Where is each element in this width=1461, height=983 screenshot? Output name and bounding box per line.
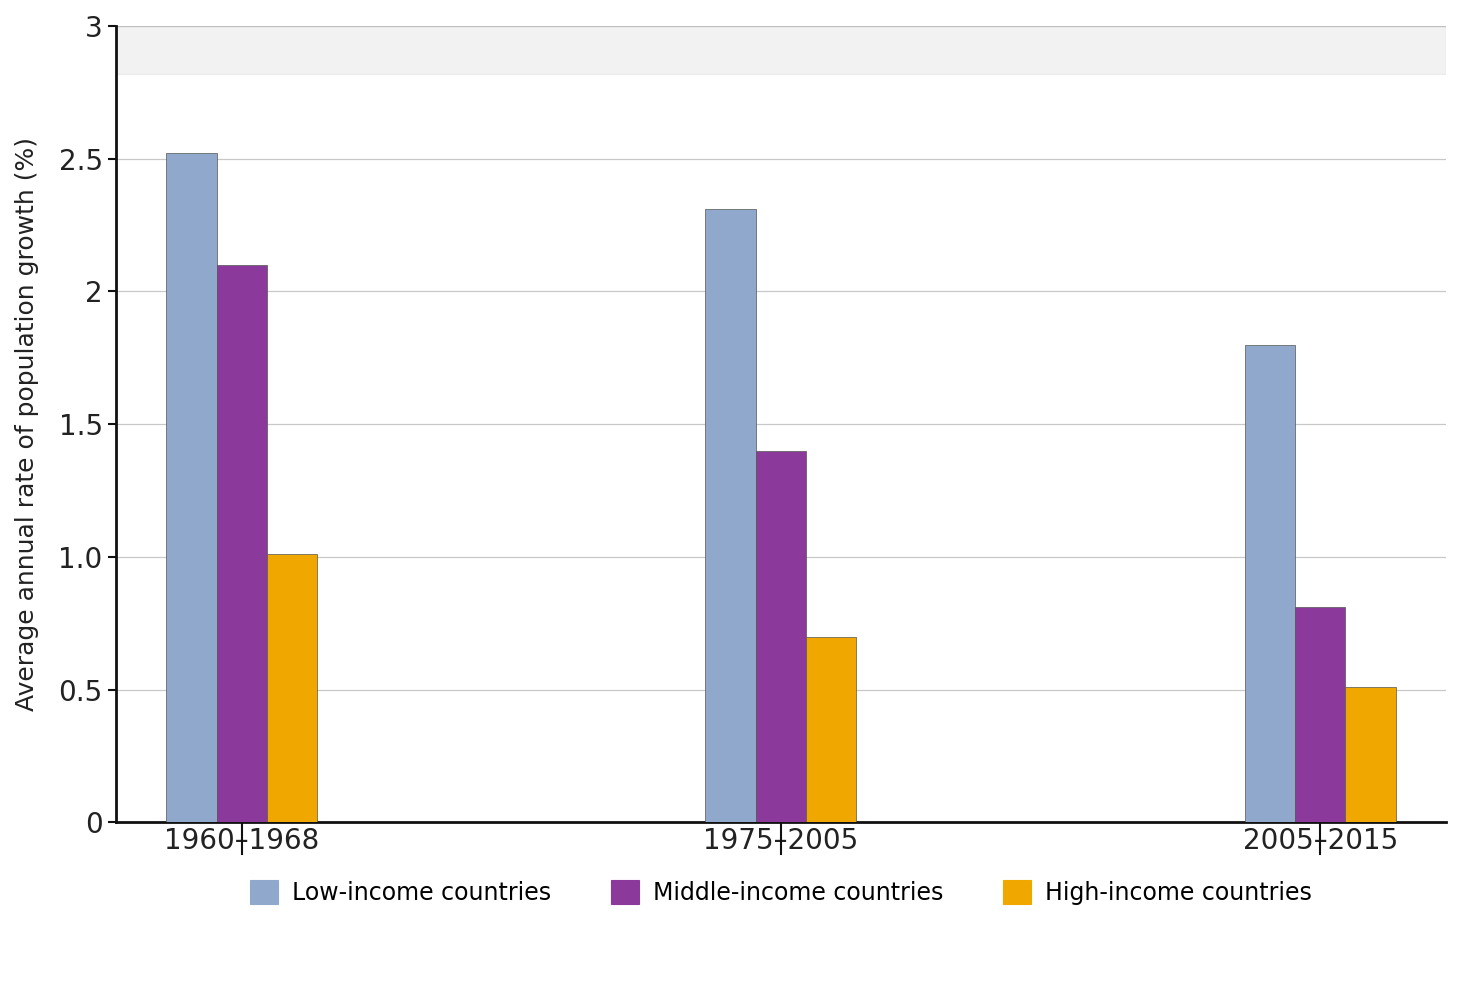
Bar (755, 451, 806, 823)
Y-axis label: Average annual rate of population growth (%): Average annual rate of population growth… (15, 138, 39, 712)
Bar (806, 637, 856, 823)
Bar (1294, 607, 1346, 823)
Bar (706, 209, 755, 823)
Legend: Low-income countries, Middle-income countries, High-income countries: Low-income countries, Middle-income coun… (241, 870, 1321, 914)
Bar (1346, 687, 1395, 823)
Bar (216, 265, 267, 823)
Bar (115, 26, 1446, 74)
Bar (267, 554, 317, 823)
Bar (167, 153, 216, 823)
Bar (1245, 345, 1294, 823)
